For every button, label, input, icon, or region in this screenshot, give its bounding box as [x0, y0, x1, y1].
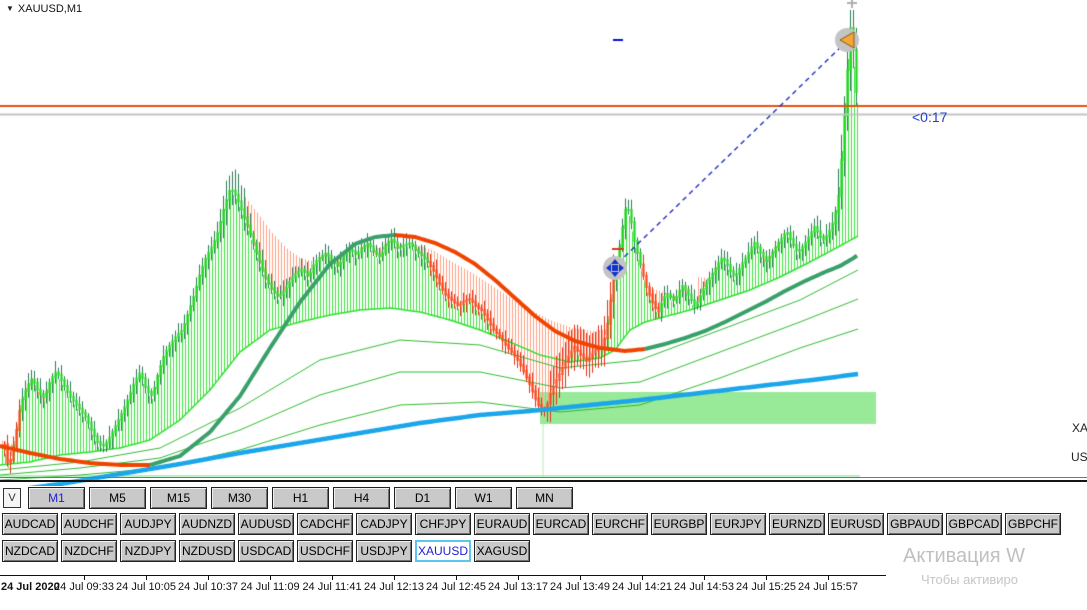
symbol-button-audjpy[interactable]: AUDJPY — [120, 513, 176, 535]
axis-tick — [394, 575, 395, 580]
time-axis-date-label: 24 Jul 2020 — [1, 581, 60, 593]
symbol-button-cadchf[interactable]: CADCHF — [297, 513, 353, 535]
symbol-button-gbpaud[interactable]: GBPAUD — [887, 513, 943, 535]
time-axis-label: 24 Jul 10:05 — [116, 581, 176, 593]
axis-tick — [208, 575, 209, 580]
symbol-button-nzdchf[interactable]: NZDCHF — [61, 540, 117, 562]
timeframe-button-m30[interactable]: M30 — [211, 487, 268, 509]
chevron-down-icon: ▼ — [6, 4, 14, 13]
axis-tick — [270, 575, 271, 580]
time-axis-label: 24 Jul 14:21 — [612, 581, 672, 593]
axis-tick — [518, 575, 519, 580]
timeframe-button-m5[interactable]: M5 — [89, 487, 146, 509]
symbol-button-nzdjpy[interactable]: NZDJPY — [120, 540, 176, 562]
candlestick-chart[interactable] — [0, 0, 1087, 486]
time-axis-label: 24 Jul 14:53 — [674, 581, 734, 593]
timeframe-button-w1[interactable]: W1 — [455, 487, 512, 509]
symbol-button-audnzd[interactable]: AUDNZD — [179, 513, 235, 535]
symbol-button-eurcad[interactable]: EURCAD — [533, 513, 589, 535]
windows-activation-watermark: Активация W — [903, 545, 1026, 567]
time-axis-label: 24 Jul 15:25 — [736, 581, 796, 593]
symbol-toolbar-row2: NZDCAD NZDCHF NZDJPY NZDUSD USDCAD USDCHF USDJ… — [2, 540, 530, 562]
time-axis-label: 24 Jul 13:49 — [550, 581, 610, 593]
time-axis-label: 24 Jul 11:09 — [240, 581, 300, 593]
symbol-button-usdchf[interactable]: USDCHF — [297, 540, 353, 562]
timeframe-button-mn[interactable]: MN — [516, 487, 573, 509]
symbol-button-eurjpy[interactable]: EURJPY — [710, 513, 766, 535]
time-axis-label: 24 Jul 13:17 — [488, 581, 548, 593]
symbol-button-xauusd[interactable]: XAUUSD — [415, 540, 471, 562]
symbol-button-chfjpy[interactable]: CHFJPY — [415, 513, 471, 535]
right-edge-label-us: US — [1071, 450, 1087, 464]
timeframe-button-d1[interactable]: D1 — [394, 487, 451, 509]
symbol-button-euraud[interactable]: EURAUD — [474, 513, 530, 535]
windows-activation-watermark-sub: Чтобы активиро — [921, 572, 1019, 587]
symbol-button-gbpchf[interactable]: GBPCHF — [1005, 513, 1061, 535]
axis-tick — [766, 575, 767, 580]
time-axis-label: 24 Jul 10:37 — [178, 581, 238, 593]
time-axis-label: 24 Jul 09:33 — [54, 581, 114, 593]
symbol-button-nzdcad[interactable]: NZDCAD — [2, 540, 58, 562]
axis-tick — [84, 575, 85, 580]
timeframe-button-m1[interactable]: M1 — [28, 487, 85, 509]
toolbar-expander-button[interactable]: V — [3, 488, 21, 508]
axis-tick — [642, 575, 643, 580]
axis-tick — [332, 575, 333, 580]
time-axis-label: 24 Jul 12:13 — [364, 581, 424, 593]
timeframe-button-h1[interactable]: H1 — [272, 487, 329, 509]
symbol-button-nzdusd[interactable]: NZDUSD — [179, 540, 235, 562]
time-axis-line — [0, 575, 886, 576]
time-axis-label: 24 Jul 11:41 — [302, 581, 362, 593]
symbol-button-usdjpy[interactable]: USDJPY — [356, 540, 412, 562]
candle-countdown-timer: <0:17 — [912, 109, 948, 125]
symbol-toolbar-row1: AUDCAD AUDCHF AUDJPY AUDNZD AUDUSD CADCHF CADJ… — [2, 513, 1061, 535]
symbol-button-eurnzd[interactable]: EURNZD — [769, 513, 825, 535]
chart-symbol-label[interactable]: ▼ XAUUSD,M1 — [6, 3, 82, 15]
axis-tick — [828, 575, 829, 580]
time-axis-label: 24 Jul 15:57 — [798, 581, 858, 593]
time-axis-label: 24 Jul 12:45 — [426, 581, 486, 593]
symbol-button-audcad[interactable]: AUDCAD — [2, 513, 58, 535]
symbol-button-cadjpy[interactable]: CADJPY — [356, 513, 412, 535]
symbol-button-audchf[interactable]: AUDCHF — [61, 513, 117, 535]
axis-tick — [146, 575, 147, 580]
symbol-button-eurgbp[interactable]: EURGBP — [651, 513, 707, 535]
timeframe-button-h4[interactable]: H4 — [333, 487, 390, 509]
symbol-button-gbpcad[interactable]: GBPCAD — [946, 513, 1002, 535]
right-edge-label-xa: XA — [1072, 421, 1087, 435]
symbol-button-eurchf[interactable]: EURCHF — [592, 513, 648, 535]
toolbar-top-separator — [0, 480, 1087, 482]
axis-tick — [456, 575, 457, 580]
symbol-button-audusd[interactable]: AUDUSD — [238, 513, 294, 535]
chart-bottom-separator — [0, 477, 1087, 478]
symbol-button-eurusd[interactable]: EURUSD — [828, 513, 884, 535]
chart-symbol-text: XAUUSD,M1 — [17, 3, 83, 15]
axis-tick — [704, 575, 705, 580]
timeframe-toolbar: M1 M5 M15 M30 H1 H4 D1 W1 MN — [28, 487, 573, 509]
symbol-button-xagusd[interactable]: XAGUSD — [474, 540, 530, 562]
symbol-button-usdcad[interactable]: USDCAD — [238, 540, 294, 562]
axis-tick — [580, 575, 581, 580]
timeframe-button-m15[interactable]: M15 — [150, 487, 207, 509]
